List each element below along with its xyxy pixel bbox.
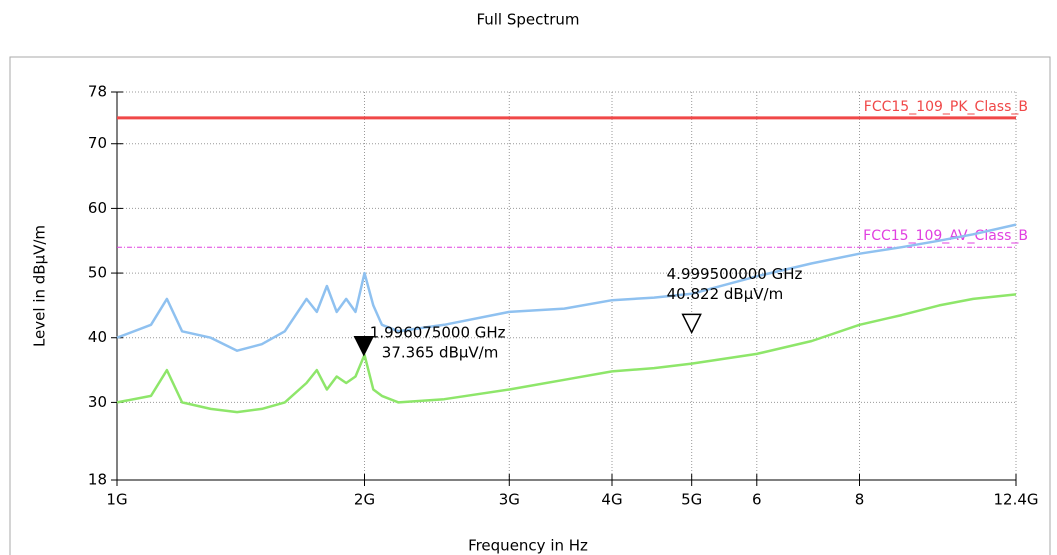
- x-tick-label: 5G: [681, 491, 702, 509]
- y-tick-label: 70: [88, 134, 107, 152]
- x-axis-label: Frequency in Hz: [468, 537, 588, 555]
- y-tick-label: 18: [88, 471, 107, 489]
- chart-title: Full Spectrum: [476, 11, 579, 29]
- x-tick-label: 2G: [354, 491, 375, 509]
- y-tick-label: 40: [88, 328, 107, 346]
- x-tick-label: 12.4G: [993, 491, 1038, 509]
- marker-label: 37.365 dBµV/m: [382, 343, 499, 361]
- y-tick-label: 60: [88, 199, 107, 217]
- marker-label: 40.822 dBµV/m: [667, 285, 784, 303]
- limit-label: FCC15_109_PK_Class_B: [864, 99, 1028, 115]
- marker: [353, 336, 375, 357]
- marker-label: 4.999500000 GHz: [667, 265, 803, 283]
- y-tick-label: 30: [88, 393, 107, 411]
- y-axis-label: Level in dBµV/m: [31, 225, 49, 347]
- limit-label: FCC15_109_AV_Class_B: [863, 228, 1028, 244]
- x-tick-label: 1G: [106, 491, 127, 509]
- y-tick-label: 78: [88, 83, 107, 101]
- frame: [9, 56, 1051, 555]
- x-tick-label: 3G: [499, 491, 520, 509]
- x-tick-label: 4G: [601, 491, 622, 509]
- y-tick-label: 50: [88, 264, 107, 282]
- x-tick-label: 6: [752, 491, 762, 509]
- marker: [681, 313, 702, 335]
- series-line: [116, 223, 1017, 352]
- series-line: [116, 293, 1017, 414]
- x-tick-label: 8: [855, 491, 865, 509]
- marker-label: 1.996075000 GHz: [370, 323, 506, 341]
